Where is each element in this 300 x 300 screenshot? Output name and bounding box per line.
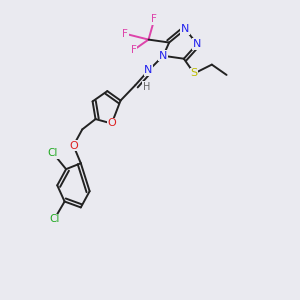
Text: O: O bbox=[69, 141, 78, 151]
Text: O: O bbox=[107, 118, 116, 128]
Text: N: N bbox=[181, 24, 190, 34]
Text: Cl: Cl bbox=[48, 148, 58, 158]
Text: S: S bbox=[190, 68, 198, 78]
Text: Cl: Cl bbox=[49, 214, 59, 224]
Text: H: H bbox=[142, 82, 150, 92]
Text: F: F bbox=[122, 29, 128, 39]
Text: F: F bbox=[152, 14, 158, 24]
Text: N: N bbox=[193, 39, 201, 49]
Text: F: F bbox=[131, 45, 137, 55]
Text: N: N bbox=[144, 65, 153, 76]
Text: N: N bbox=[159, 51, 167, 61]
